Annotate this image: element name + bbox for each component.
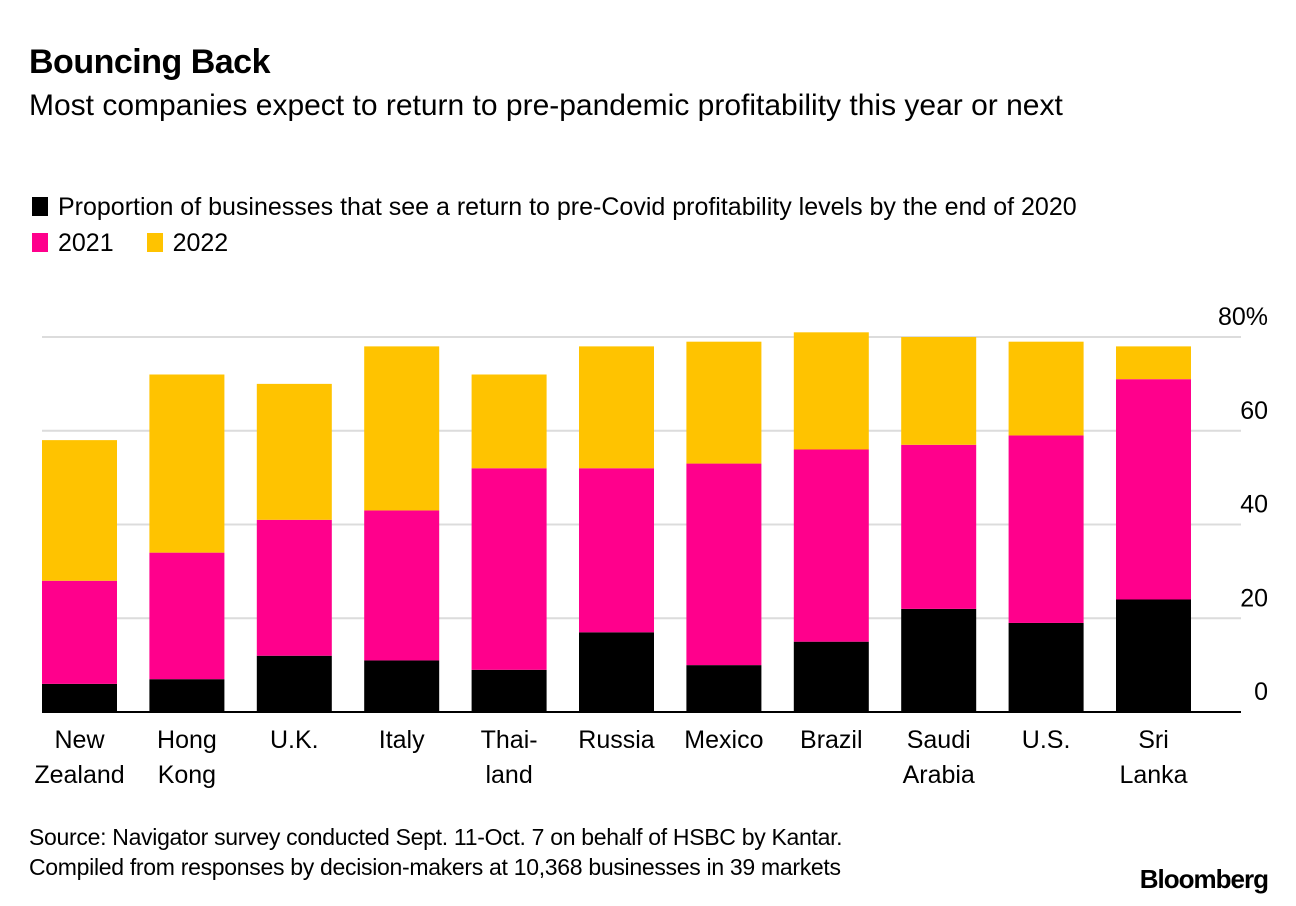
y-tick-label: 40 <box>1240 491 1268 519</box>
bar-segment-2022 <box>1116 346 1191 380</box>
bar-segment-2022 <box>901 337 977 445</box>
bar-stack <box>471 374 547 712</box>
bar-segment-2021 <box>1116 379 1191 600</box>
x-tick-label-line: Sri <box>1138 726 1169 754</box>
bar-stack <box>901 337 977 712</box>
bar-segment-2020 <box>901 608 977 712</box>
x-tick-label-line: U.K. <box>270 726 319 754</box>
bar-segment-2020 <box>42 683 117 712</box>
x-tick-label-line: land <box>485 761 532 789</box>
x-tick-label-line: Brazil <box>800 726 863 754</box>
chart-subtitle: Most companies expect to return to pre-p… <box>29 89 1063 122</box>
y-axis-ticks: 0 20 40 60 80% <box>1218 303 1268 706</box>
bar-stack <box>793 332 869 712</box>
legend-label-2020: Proportion of businesses that see a retu… <box>58 193 1077 221</box>
x-tick-label: Brazil <box>800 726 863 754</box>
bar-stack <box>1008 341 1084 712</box>
legend-item-2020: Proportion of businesses that see a retu… <box>32 191 1232 223</box>
bar-segment-2020 <box>256 655 332 712</box>
bloomberg-logo: Bloomberg <box>1139 864 1269 894</box>
x-tick-label-line: Kong <box>158 761 216 789</box>
bar-segment-2021 <box>149 552 225 680</box>
bar-segment-2020 <box>579 632 654 712</box>
x-tick-label: U.K. <box>270 726 319 754</box>
x-tick-label: Italy <box>379 726 425 754</box>
x-tick-label: Thai-land <box>481 726 538 789</box>
x-tick-label-line: Lanka <box>1119 761 1187 789</box>
legend-item-2021: 2021 <box>32 227 114 259</box>
bar-segment-2020 <box>364 660 440 712</box>
bar-segment-2022 <box>149 374 225 553</box>
y-tick-label: 60 <box>1240 397 1268 425</box>
source-line-1: Source: Navigator survey conducted Sept.… <box>29 824 843 850</box>
legend: Proportion of businesses that see a retu… <box>32 191 1232 259</box>
x-tick-label: Mexico <box>684 726 763 754</box>
bar-segment-2022 <box>471 374 547 469</box>
x-tick-label-line: U.S. <box>1022 726 1071 754</box>
x-tick-label: U.S. <box>1022 726 1071 754</box>
x-tick-label-line: Zealand <box>34 761 124 789</box>
x-tick-label-line: New <box>54 726 105 754</box>
x-tick-label-line: Russia <box>578 726 655 754</box>
bar-stack <box>149 374 225 712</box>
bar-segment-2022 <box>256 383 332 520</box>
y-tick-label: 20 <box>1240 584 1268 612</box>
x-tick-label-line: Hong <box>157 726 217 754</box>
bar-stack <box>1116 346 1191 712</box>
bar-segment-2022 <box>579 346 654 469</box>
bar-segment-2022 <box>793 332 869 450</box>
bar-segment-2020 <box>1008 622 1084 712</box>
bar-segment-2021 <box>364 510 440 661</box>
y-tick-label: 80% <box>1218 303 1268 331</box>
bar-stack <box>364 346 440 712</box>
bar-segment-2021 <box>793 449 869 642</box>
legend-label-2021: 2021 <box>58 229 114 257</box>
bar-segment-2022 <box>686 341 762 464</box>
legend-swatch-2022 <box>146 233 163 252</box>
bar-stack <box>686 341 762 712</box>
x-tick-label: Sri Lanka <box>1119 726 1187 789</box>
bars <box>42 332 1191 712</box>
bar-segment-2020 <box>793 641 869 712</box>
source-note: Source: Navigator survey conducted Sept.… <box>29 822 843 882</box>
bar-segment-2021 <box>471 468 547 670</box>
x-tick-label: Saudi Arabia <box>903 726 975 789</box>
bar-segment-2022 <box>42 440 117 581</box>
bar-stack <box>256 383 332 712</box>
x-tick-label-line: Thai- <box>481 726 538 754</box>
x-tick-label-line: Mexico <box>684 726 763 754</box>
bar-segment-2022 <box>364 346 440 511</box>
x-axis-labels: New Zealand Hong Kong U.K. Italy Thai-land Russ… <box>34 726 1187 789</box>
bar-segment-2022 <box>1008 341 1084 436</box>
bar-segment-2021 <box>1008 435 1084 623</box>
x-tick-label-line: Saudi <box>907 726 971 754</box>
legend-item-2022: 2022 <box>146 227 229 259</box>
bar-segment-2020 <box>1116 599 1191 712</box>
legend-swatch-2021 <box>32 233 48 252</box>
x-tick-label-line: Italy <box>379 726 425 754</box>
legend-label-2022: 2022 <box>172 229 229 257</box>
bar-segment-2021 <box>256 519 332 656</box>
bar-segment-2021 <box>901 444 977 609</box>
bar-segment-2021 <box>686 463 762 666</box>
x-tick-label-line: Arabia <box>903 761 975 789</box>
x-tick-label: New Zealand <box>34 726 124 789</box>
legend-swatch-2020 <box>32 197 48 216</box>
bar-stack <box>579 346 654 712</box>
source-line-2: Compiled from responses by decision-make… <box>29 854 841 880</box>
bar-segment-2021 <box>579 468 654 633</box>
x-tick-label: Hong Kong <box>157 726 217 789</box>
bar-segment-2021 <box>42 580 117 684</box>
bar-segment-2020 <box>149 679 225 712</box>
y-tick-label: 0 <box>1254 678 1268 706</box>
bar-segment-2020 <box>686 665 762 712</box>
chart-title: Bouncing Back <box>29 43 270 81</box>
x-tick-label: Russia <box>578 726 655 754</box>
bar-segment-2020 <box>471 669 547 712</box>
bar-stack <box>42 440 117 712</box>
